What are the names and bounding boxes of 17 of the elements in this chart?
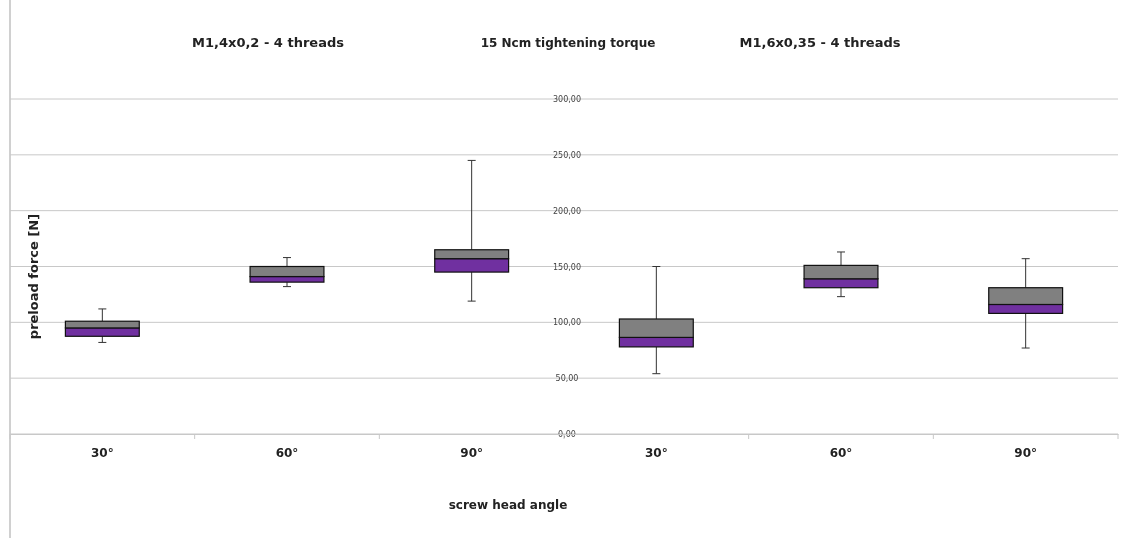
y-tick-label: 250,00 <box>553 150 581 160</box>
y-axis-title: preload force [N] <box>26 213 41 340</box>
y-tick-label: 50,00 <box>555 374 579 384</box>
x-tick-label: 90° <box>460 445 484 460</box>
text: M1,6x0,35 - 4 threads <box>739 35 901 50</box>
x-tick-label: 30° <box>644 445 668 460</box>
x-tick-label: 90° <box>1014 445 1038 460</box>
text: M1,4x0,2 - 4 threads <box>192 35 345 50</box>
chart-title: 15 Ncm tightening torque <box>480 36 656 50</box>
x-tick-label: 30° <box>90 445 114 460</box>
x-tick-label: 60° <box>829 445 853 460</box>
x-tick-label: 60° <box>275 445 299 460</box>
y-tick-label: 150,00 <box>553 262 581 272</box>
y-tick-label: 100,00 <box>553 318 581 328</box>
y-tick-label: 200,00 <box>553 206 581 216</box>
x-axis-title: screw head angle <box>448 498 568 512</box>
y-tick-label: 300,00 <box>553 95 581 105</box>
